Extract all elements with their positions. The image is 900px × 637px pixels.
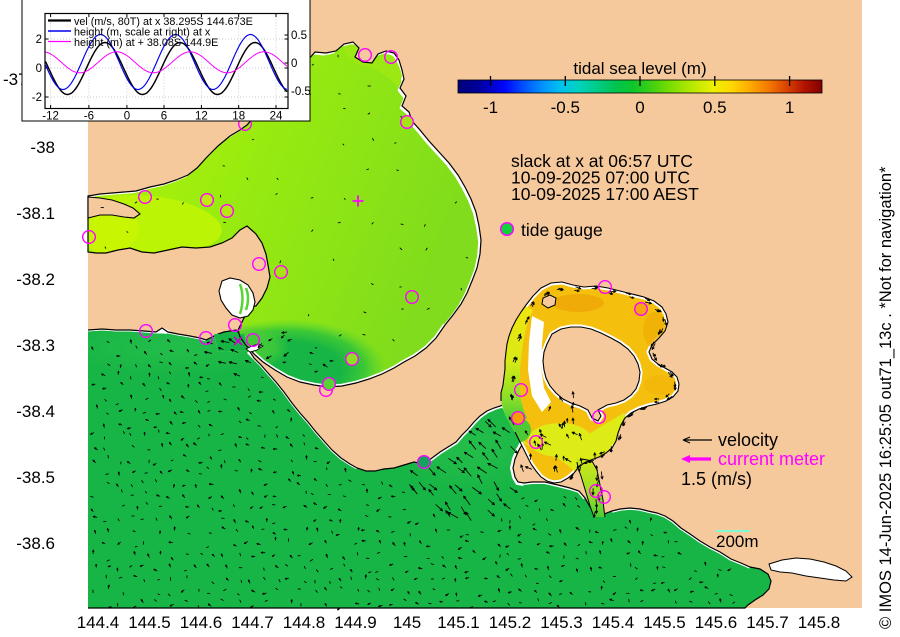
svg-text:12: 12 bbox=[195, 111, 208, 123]
svg-text:144.9: 144.9 bbox=[334, 613, 377, 632]
svg-text:0: 0 bbox=[36, 63, 42, 75]
svg-text:-38.2: -38.2 bbox=[16, 270, 55, 289]
svg-text:-1: -1 bbox=[483, 98, 498, 117]
svg-text:0.5: 0.5 bbox=[703, 98, 727, 117]
svg-text:0: 0 bbox=[124, 111, 130, 123]
svg-text:145.2: 145.2 bbox=[489, 613, 532, 632]
svg-text:1: 1 bbox=[785, 98, 794, 117]
svg-text:-12: -12 bbox=[42, 111, 59, 123]
svg-text:-0.5: -0.5 bbox=[291, 86, 311, 98]
svg-text:144.4: 144.4 bbox=[77, 613, 120, 632]
svg-text:144.8: 144.8 bbox=[283, 613, 326, 632]
svg-text:-2: -2 bbox=[32, 92, 42, 104]
svg-text:0: 0 bbox=[291, 58, 297, 70]
svg-text:height (m, scale at right) at: height (m, scale at right) at x bbox=[74, 27, 211, 39]
svg-text:-6: -6 bbox=[84, 111, 94, 123]
svg-text:145.6: 145.6 bbox=[695, 613, 738, 632]
svg-text:24: 24 bbox=[270, 111, 283, 123]
svg-text:-0.5: -0.5 bbox=[551, 98, 580, 117]
svg-text:© IMOS 14-Jun-2025 16:25:05 ou: © IMOS 14-Jun-2025 16:25:05 out71_13c . … bbox=[877, 166, 895, 629]
svg-text:145.7: 145.7 bbox=[746, 613, 789, 632]
svg-text:0.5: 0.5 bbox=[291, 30, 307, 42]
svg-text:145.1: 145.1 bbox=[437, 613, 480, 632]
svg-text:current meter: current meter bbox=[718, 449, 825, 469]
svg-text:-38.1: -38.1 bbox=[16, 204, 55, 223]
svg-text:height (m) at + 38.08S 144.9E: height (m) at + 38.08S 144.9E bbox=[74, 37, 218, 49]
svg-text:10-09-2025 07:00 UTC: 10-09-2025 07:00 UTC bbox=[511, 168, 690, 188]
svg-text:-38: -38 bbox=[30, 138, 55, 157]
svg-text:slack at x at 06:57 UTC: slack at x at 06:57 UTC bbox=[511, 151, 693, 171]
svg-text:vel (m/s, 80T) at x 38.295S 14: vel (m/s, 80T) at x 38.295S 144.673E bbox=[74, 16, 253, 28]
svg-text:-38.3: -38.3 bbox=[16, 336, 55, 355]
svg-text:145: 145 bbox=[393, 613, 421, 632]
svg-text:145.4: 145.4 bbox=[592, 613, 635, 632]
svg-text:144.6: 144.6 bbox=[180, 613, 223, 632]
svg-text:200m: 200m bbox=[716, 532, 759, 551]
svg-text:144.7: 144.7 bbox=[231, 613, 274, 632]
svg-text:-38.6: -38.6 bbox=[16, 534, 55, 553]
svg-text:-38.4: -38.4 bbox=[16, 402, 55, 421]
svg-text:144.5: 144.5 bbox=[128, 613, 171, 632]
svg-text:velocity: velocity bbox=[718, 430, 778, 450]
svg-text:tide gauge: tide gauge bbox=[521, 220, 603, 240]
svg-text:10-09-2025 17:00 AEST: 10-09-2025 17:00 AEST bbox=[511, 184, 699, 204]
svg-text:-38.5: -38.5 bbox=[16, 468, 55, 487]
svg-text:1.5 (m/s): 1.5 (m/s) bbox=[681, 469, 752, 489]
svg-text:tidal sea level (m): tidal sea level (m) bbox=[573, 59, 706, 78]
svg-text:145.5: 145.5 bbox=[643, 613, 686, 632]
svg-text:145.8: 145.8 bbox=[798, 613, 841, 632]
svg-text:-37: -37 bbox=[3, 70, 28, 89]
svg-text:0: 0 bbox=[635, 98, 644, 117]
svg-text:6: 6 bbox=[161, 111, 167, 123]
svg-text:145.3: 145.3 bbox=[540, 613, 583, 632]
svg-text:18: 18 bbox=[232, 111, 245, 123]
svg-text:2: 2 bbox=[36, 34, 42, 46]
